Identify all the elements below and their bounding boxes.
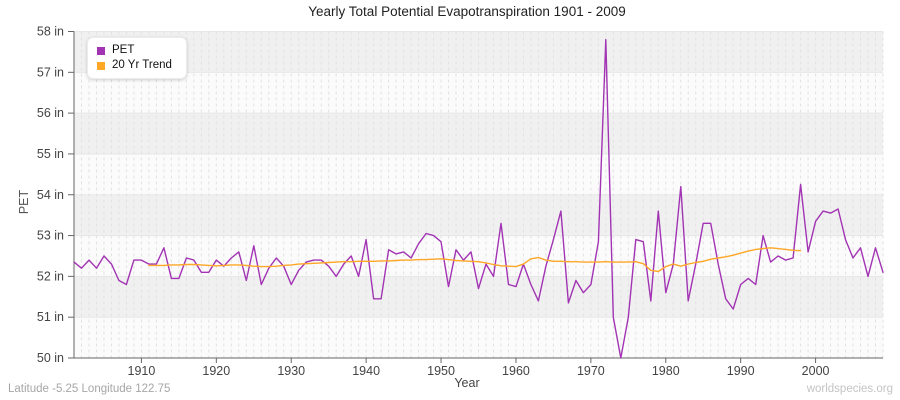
year-gridlines — [73, 31, 884, 358]
coordinates-text: Latitude -5.25 Longitude 122.75 — [8, 383, 171, 395]
y-axis-title: PET — [17, 189, 31, 215]
svg-text:53 in: 53 in — [37, 229, 64, 243]
legend-item-pet: PET — [97, 43, 172, 58]
svg-text:1930: 1930 — [277, 364, 305, 378]
svg-text:1970: 1970 — [577, 364, 605, 378]
trend-swatch-icon — [97, 61, 105, 70]
svg-text:57 in: 57 in — [37, 65, 64, 79]
chart-title: Yearly Total Potential Evapotranspiratio… — [308, 4, 626, 19]
svg-text:1920: 1920 — [202, 364, 230, 378]
svg-text:55 in: 55 in — [37, 147, 64, 161]
legend-label-pet: PET — [112, 44, 135, 56]
x-axis-title: Year — [454, 376, 480, 390]
svg-text:52 in: 52 in — [37, 269, 64, 283]
svg-text:54 in: 54 in — [37, 188, 64, 202]
svg-text:1980: 1980 — [652, 364, 680, 378]
svg-text:1960: 1960 — [502, 364, 530, 378]
svg-text:56 in: 56 in — [37, 106, 64, 120]
axes — [68, 31, 883, 363]
svg-text:1910: 1910 — [128, 364, 156, 378]
svg-text:51 in: 51 in — [37, 310, 64, 324]
svg-text:50 in: 50 in — [37, 351, 64, 365]
svg-text:1940: 1940 — [352, 364, 380, 378]
legend-label-trend: 20 Yr Trend — [112, 59, 172, 71]
svg-text:2000: 2000 — [802, 364, 830, 378]
pet-swatch-icon — [97, 46, 105, 55]
svg-text:1990: 1990 — [727, 364, 755, 378]
watermark-text: worldspecies.org — [806, 383, 893, 395]
svg-text:58 in: 58 in — [37, 25, 64, 39]
trend-line — [148, 247, 802, 273]
svg-text:1950: 1950 — [427, 364, 455, 378]
pet-line — [73, 39, 884, 359]
x-tick-labels: 1910 1920 1930 1940 1950 1960 1970 1980 1990 2000 — [128, 364, 830, 378]
legend: PET 20 Yr Trend — [87, 37, 187, 79]
legend-item-trend: 20 Yr Trend — [97, 58, 172, 73]
y-tick-labels: 50 in 51 in 52 in 53 in 54 in 55 in 56 in 57 in… — [37, 25, 64, 366]
